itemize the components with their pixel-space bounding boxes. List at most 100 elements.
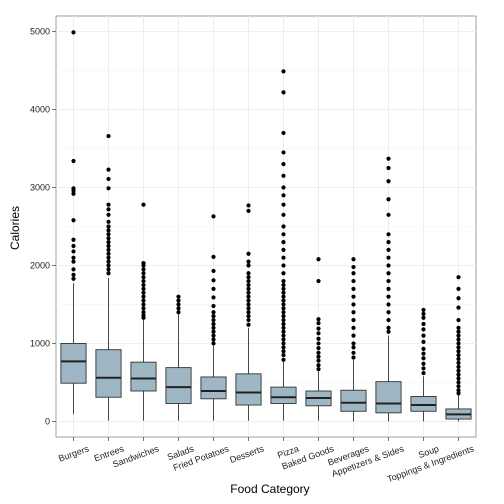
outlier-point — [106, 176, 111, 182]
outlier-point — [246, 306, 251, 311]
outlier-point — [281, 294, 286, 299]
outlier-point — [386, 278, 391, 284]
outlier-point — [316, 346, 321, 351]
outlier-point — [281, 310, 286, 315]
outlier-point — [386, 179, 391, 184]
outlier-point — [141, 286, 146, 291]
outlier-point — [316, 341, 321, 346]
outlier-point — [211, 341, 216, 346]
outlier-point — [351, 286, 356, 291]
outlier-point — [211, 314, 216, 319]
outlier-point — [386, 271, 391, 276]
outlier-point — [71, 30, 76, 35]
box-iqr — [270, 386, 297, 404]
outlier-point — [386, 310, 391, 315]
outlier-point — [281, 325, 286, 330]
box-pizza — [270, 69, 297, 421]
outlier-point — [106, 255, 111, 260]
box-series — [60, 30, 472, 422]
outlier-point — [281, 255, 286, 260]
outlier-point — [456, 329, 461, 334]
outlier-point — [351, 333, 356, 338]
y-axis-title: Calories — [8, 206, 22, 250]
outlier-point — [281, 150, 286, 155]
outlier-point — [246, 275, 251, 280]
box-iqr — [95, 349, 122, 398]
outlier-point — [211, 329, 216, 334]
outlier-point — [281, 357, 286, 362]
outlier-point — [106, 267, 111, 272]
outlier-point — [106, 202, 111, 207]
outlier-point — [316, 336, 321, 341]
outlier-point — [246, 251, 251, 256]
outlier-point — [211, 310, 216, 315]
outlier-point — [141, 294, 146, 299]
y-tick-label: 0 — [45, 416, 50, 426]
outlier-point — [141, 298, 146, 303]
outlier-point — [386, 294, 391, 299]
outlier-point — [421, 370, 426, 376]
outlier-point — [316, 354, 321, 359]
outlier-point — [176, 294, 181, 299]
outlier-point — [246, 286, 251, 291]
outlier-point — [386, 197, 391, 202]
outlier-point — [351, 355, 356, 360]
outlier-point — [281, 162, 286, 167]
outlier-point — [141, 202, 146, 207]
outlier-point — [281, 173, 286, 178]
outlier-point — [71, 272, 76, 277]
outlier-point — [316, 358, 321, 363]
outlier-point — [351, 257, 356, 262]
x-tick-label: Desserts — [228, 443, 265, 465]
outlier-point — [281, 90, 286, 95]
outlier-point — [456, 325, 461, 330]
outlier-point — [421, 321, 426, 327]
outlier-point — [71, 276, 76, 281]
y-axis: 0 1000 2000 3000 4000 5000 — [30, 27, 56, 426]
outlier-point — [211, 321, 216, 327]
outlier-point — [141, 278, 146, 284]
outlier-point — [281, 302, 286, 307]
outlier-point — [281, 290, 286, 295]
outlier-point — [246, 290, 251, 295]
outlier-point — [71, 249, 76, 254]
outlier-point — [351, 294, 356, 299]
outlier-point — [456, 275, 461, 280]
outlier-point — [71, 237, 76, 242]
outlier-point — [281, 193, 286, 198]
outlier-point — [351, 264, 356, 270]
outlier-point — [386, 302, 391, 307]
outlier-point — [106, 219, 111, 224]
box-beverages — [340, 257, 367, 422]
outlier-point — [141, 267, 146, 272]
outlier-point — [211, 317, 216, 323]
outlier-point — [351, 302, 356, 307]
outlier-point — [281, 298, 286, 303]
outlier-point — [71, 243, 76, 249]
outlier-point — [386, 212, 391, 217]
outlier-point — [386, 286, 391, 291]
outlier-point — [141, 290, 146, 295]
outlier-point — [141, 261, 146, 266]
outlier-point — [246, 302, 251, 307]
outlier-point — [106, 212, 111, 217]
outlier-point — [281, 317, 286, 323]
box-iqr — [60, 342, 87, 384]
outlier-point — [211, 268, 216, 274]
y-tick-label: 5000 — [30, 27, 50, 37]
outlier-point — [246, 314, 251, 319]
y-tick-label: 3000 — [30, 183, 50, 193]
outlier-point — [246, 271, 251, 276]
outlier-point — [316, 326, 321, 331]
outlier-point — [71, 218, 76, 223]
box-iqr — [340, 389, 367, 412]
box-iqr — [130, 361, 157, 392]
box-desserts — [235, 203, 262, 421]
outlier-point — [246, 203, 251, 208]
outlier-point — [316, 331, 321, 336]
outlier-point — [106, 133, 111, 139]
outlier-point — [316, 367, 321, 372]
outlier-point — [456, 305, 461, 310]
